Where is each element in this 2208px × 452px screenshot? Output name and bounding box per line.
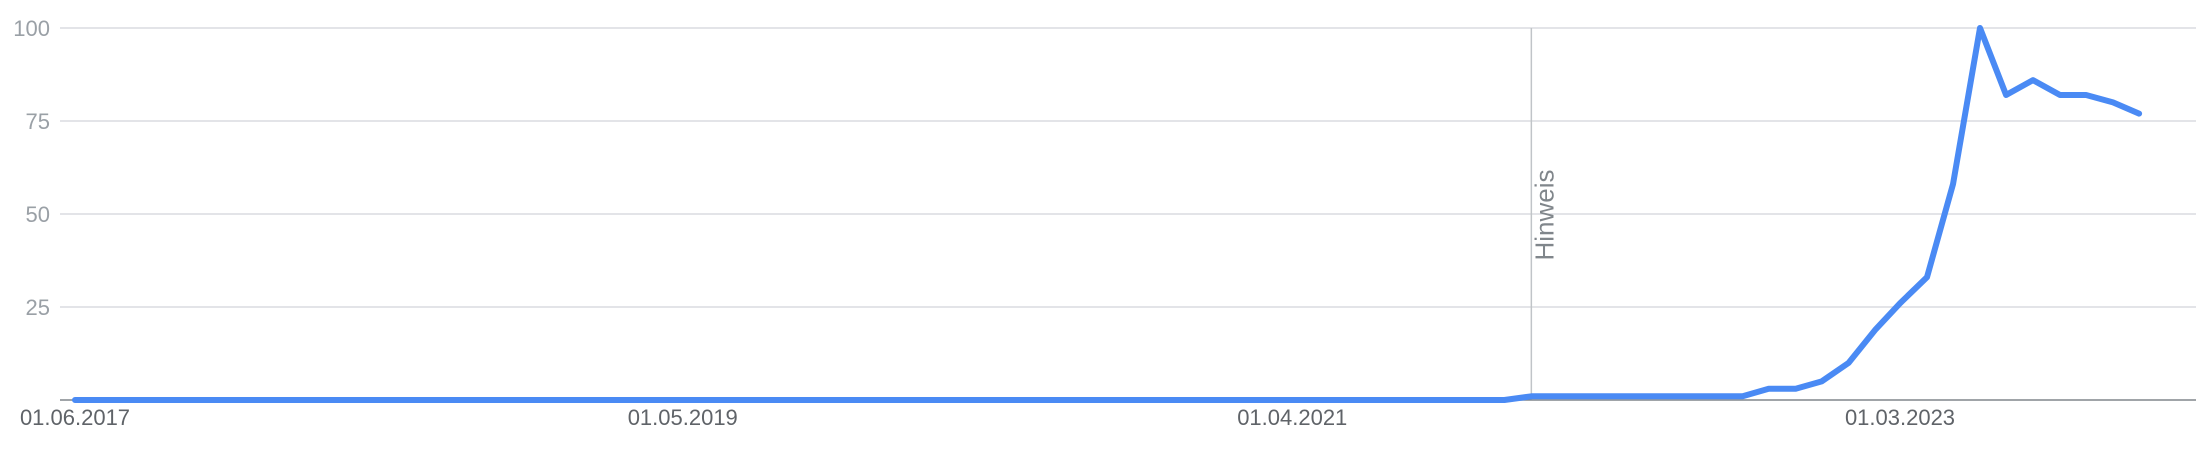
axes: 25 50 75 100 01.06.2017 01.05.2019 01.04.2021 0… bbox=[13, 16, 2196, 430]
y-tick-label: 25 bbox=[26, 295, 50, 320]
annotations: Hinweis bbox=[1529, 28, 1559, 400]
grid bbox=[60, 27, 2196, 308]
series-layer bbox=[72, 25, 2143, 403]
series-line-1 bbox=[72, 25, 2143, 403]
y-tick-label: 100 bbox=[13, 16, 50, 41]
x-tick-label: 01.06.2017 bbox=[20, 405, 130, 430]
y-tick-label: 50 bbox=[26, 202, 50, 227]
y-tick-label: 75 bbox=[26, 109, 50, 134]
x-tick-label: 01.04.2021 bbox=[1237, 405, 1347, 430]
x-tick-label: 01.05.2019 bbox=[628, 405, 738, 430]
x-tick-label: 01.03.2023 bbox=[1845, 405, 1955, 430]
annotation-label: Hinweis bbox=[1529, 169, 1559, 260]
